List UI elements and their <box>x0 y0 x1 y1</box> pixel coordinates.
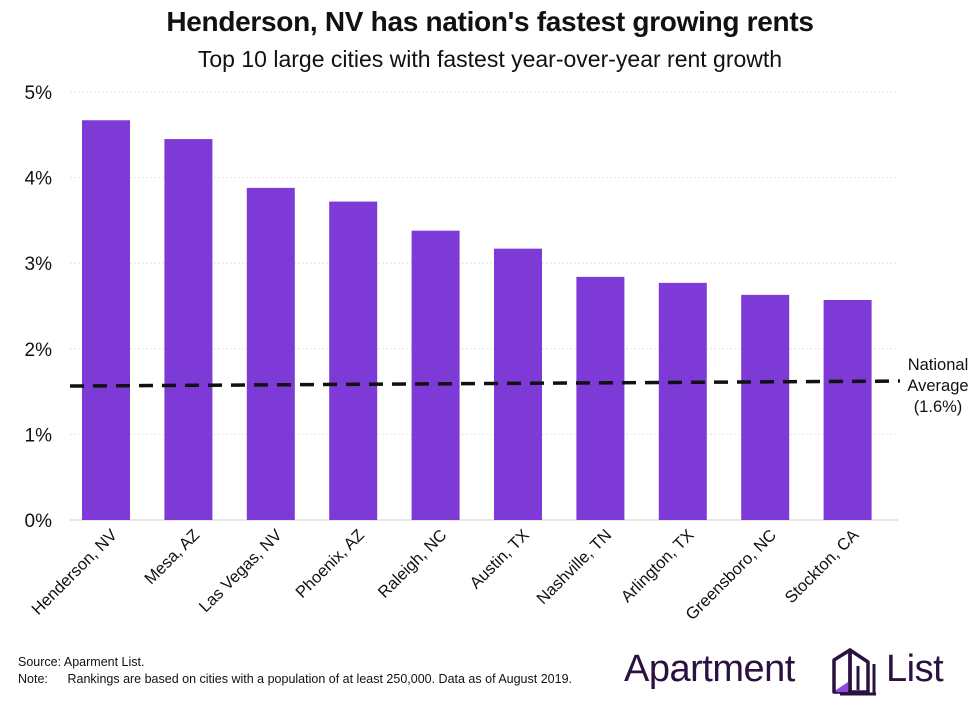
apartment-list-logo: Apartment List <box>624 648 964 698</box>
note-key: Note: <box>18 672 48 686</box>
national-average-label: National Average (1.6%) <box>893 355 980 418</box>
x-tick-label: Phoenix, AZ <box>292 526 368 602</box>
source-key: Source: <box>18 655 62 669</box>
building-icon <box>832 648 876 696</box>
note-text: Rankings are based on cities with a popu… <box>67 672 572 686</box>
y-tick-label: 0% <box>25 511 53 532</box>
x-tick-label: Las Vegas, NV <box>196 526 286 616</box>
source-notes: Source: Aparment List. Note: Rankings ar… <box>18 654 572 688</box>
logo-word-list: List <box>886 648 944 690</box>
y-tick-label: 1% <box>25 425 53 446</box>
national-average-line <box>69 379 901 388</box>
x-tick-label: Stockton, CA <box>782 526 863 607</box>
y-tick-label: 5% <box>25 83 53 104</box>
bar <box>658 282 707 520</box>
source-line: Source: Aparment List. <box>18 654 572 671</box>
chart-subtitle: Top 10 large cities with fastest year-ov… <box>197 46 783 72</box>
logo-word-apartment: Apartment <box>624 648 795 690</box>
chart-title: Henderson, NV has nation's fastest growi… <box>166 6 814 37</box>
bar <box>823 300 872 520</box>
x-tick-label: Nashville, TN <box>533 526 615 608</box>
x-tick-label: Austin, TX <box>466 526 532 592</box>
bar <box>82 120 130 521</box>
national-average-label-line: Average <box>907 377 969 395</box>
x-tick-label: Mesa, AZ <box>141 526 203 588</box>
x-tick-label: Arlington, TX <box>618 526 698 606</box>
note-line: Note: Rankings are based on cities with … <box>18 671 572 688</box>
national-average-label-line: National <box>907 356 969 374</box>
bar <box>246 187 295 520</box>
bar <box>576 276 625 520</box>
national-average-label-line: (1.6%) <box>913 398 963 416</box>
source-text: Aparment List. <box>63 655 145 669</box>
y-tick-label: 2% <box>25 340 53 361</box>
y-axis-ticks: 0% 1% 2% 3% 4% 5% <box>25 83 53 532</box>
y-tick-label: 4% <box>25 169 53 190</box>
bars <box>82 120 872 521</box>
bar <box>741 294 790 520</box>
bar <box>164 139 213 520</box>
x-tick-label: Greensboro, NC <box>682 526 780 624</box>
y-tick-label: 3% <box>25 254 53 275</box>
x-tick-label: Raleigh, NC <box>375 526 451 602</box>
bar <box>329 201 378 520</box>
bar <box>411 230 460 520</box>
x-tick-label: Henderson, NV <box>28 526 120 618</box>
